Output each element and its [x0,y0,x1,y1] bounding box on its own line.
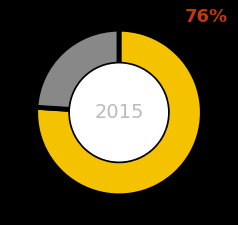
Text: 2015: 2015 [94,103,144,122]
Circle shape [71,64,167,161]
Text: 76%: 76% [185,8,228,26]
Wedge shape [36,29,202,196]
Wedge shape [36,29,119,110]
